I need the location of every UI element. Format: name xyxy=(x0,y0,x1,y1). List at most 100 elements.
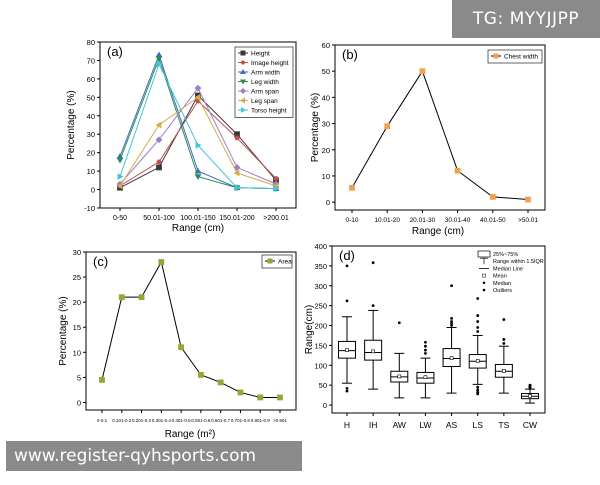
x-tick-label: LW xyxy=(419,420,431,430)
y-tick-label: 20 xyxy=(73,298,81,307)
y-axis-label: Range(cm) xyxy=(304,305,315,354)
data-point xyxy=(178,344,185,351)
box-outlier xyxy=(476,326,480,329)
box-outlier xyxy=(476,388,480,392)
y-tick-label: 80 xyxy=(87,38,95,47)
y-tick-label: 0 xyxy=(91,186,95,195)
legend-entry: Leg width xyxy=(251,79,279,86)
box-mean-marker xyxy=(397,374,402,379)
x-tick-label: 50.01-100 xyxy=(143,215,175,222)
legend-box xyxy=(261,254,293,269)
legend-swatch xyxy=(477,250,491,258)
legend-swatch xyxy=(482,281,486,285)
data-point xyxy=(217,379,224,386)
y-tick-label: 20 xyxy=(87,149,95,158)
data-point xyxy=(234,184,241,192)
x-tick-label: 40.01-50 xyxy=(480,217,506,224)
data-point xyxy=(117,173,124,181)
y-tick-label: 0 xyxy=(326,198,330,207)
data-point xyxy=(489,194,496,200)
data-point xyxy=(158,259,165,265)
data-point xyxy=(194,174,202,181)
box-mean-marker xyxy=(371,349,375,354)
data-point xyxy=(156,164,162,171)
box-outlier xyxy=(502,318,506,321)
box-outlier xyxy=(424,344,427,348)
y-tick-label: -10 xyxy=(84,204,95,213)
data-point xyxy=(233,169,240,177)
box-outlier xyxy=(502,342,506,345)
x-tick-label: H xyxy=(344,420,350,430)
y-tick-label: 0 xyxy=(77,398,81,407)
legend-marker xyxy=(267,258,273,264)
panel-label: (a) xyxy=(107,44,123,59)
box-outlier xyxy=(450,284,453,288)
legend-swatch xyxy=(482,273,486,278)
legend-entry: Median Line xyxy=(493,266,523,272)
y-tick-label: 25 xyxy=(73,273,81,282)
y-tick-label: 50 xyxy=(319,381,327,390)
legend-marker xyxy=(240,88,246,94)
y-tick-label: 5 xyxy=(77,373,81,382)
y-tick-label: 100 xyxy=(314,361,327,370)
box-outlier xyxy=(476,297,480,300)
x-axis-label: Range (cm) xyxy=(412,226,464,237)
y-tick-label: 70 xyxy=(87,56,95,65)
legend-entry: Image height xyxy=(251,60,289,67)
y-axis-label: Percentage (%) xyxy=(66,90,77,159)
data-point xyxy=(156,159,162,165)
legend-entry: Mean xyxy=(493,274,507,280)
box-mean-marker xyxy=(502,369,506,373)
data-point xyxy=(197,371,204,378)
x-tick-label: CW xyxy=(523,420,537,430)
legend-box xyxy=(234,46,294,118)
data-point xyxy=(419,68,426,75)
legend-entry: Median xyxy=(493,281,511,287)
data-point xyxy=(194,93,201,101)
chart-panel-d: (d) 0 50 100 150 200 250 300 350 400 Range(cm) H IH A… xyxy=(304,242,546,430)
x-tick-label: 0.801-0.9 xyxy=(251,418,271,423)
y-tick-label: 0 xyxy=(323,401,327,410)
x-tick-label: 0-0.1 xyxy=(97,418,108,423)
x-tick-label: 0-50 xyxy=(113,215,127,222)
watermark-top: TG: MYYJJPP xyxy=(452,0,600,38)
legend-entry: Outliers xyxy=(493,288,512,294)
box-outlier xyxy=(476,330,480,333)
y-tick-label: 10 xyxy=(87,167,95,176)
legend-entry: Height xyxy=(251,51,270,58)
x-axis-label: Range (m²) xyxy=(165,429,216,440)
box-mean-marker xyxy=(475,359,480,363)
panel-label: (c) xyxy=(93,254,108,269)
legend-entry: Chest width xyxy=(504,54,538,61)
y-tick-label: 150 xyxy=(314,341,327,350)
x-tick-label: 20.01-30 xyxy=(410,217,436,224)
x-tick-label: 100.01-150 xyxy=(180,215,216,222)
data-point xyxy=(195,141,202,149)
series-line xyxy=(101,260,280,398)
y-tick-label: 30 xyxy=(322,120,330,129)
box-outlier xyxy=(371,304,375,308)
box-outlier xyxy=(476,385,480,389)
box-outlier xyxy=(345,386,349,390)
x-tick-label: 0.401-0.5 xyxy=(172,418,192,423)
x-tick-label: IH xyxy=(369,420,378,430)
x-tick-label: 0.201-0.3 xyxy=(132,418,152,423)
legend-marker xyxy=(240,97,245,104)
x-tick-label: 0.101-0.2 xyxy=(112,418,132,423)
x-axis-label: Range (cm) xyxy=(172,223,224,234)
box-outlier xyxy=(450,322,453,325)
x-tick-label: 30.01-40 xyxy=(445,217,471,224)
box-outlier xyxy=(371,261,375,265)
data-point xyxy=(525,196,531,203)
box-outlier xyxy=(424,340,427,344)
x-tick-label: >200.01 xyxy=(263,215,289,222)
y-tick-label: 60 xyxy=(322,41,330,50)
legend-box xyxy=(487,49,543,64)
y-tick-label: 50 xyxy=(322,67,330,76)
data-point xyxy=(349,184,355,191)
y-tick-label: 60 xyxy=(87,75,95,84)
y-tick-label: 15 xyxy=(73,323,81,332)
data-point xyxy=(138,294,145,301)
